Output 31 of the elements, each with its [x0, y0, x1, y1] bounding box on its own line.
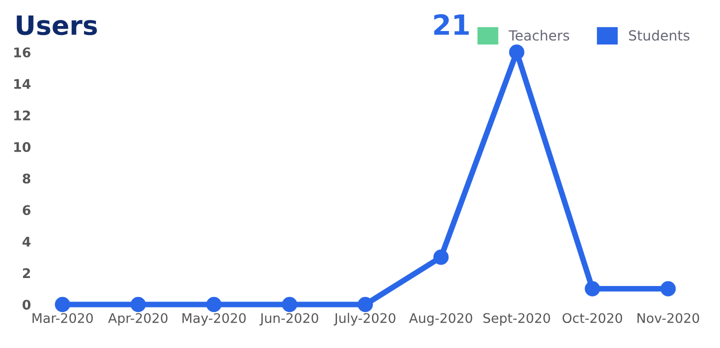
point [206, 296, 222, 312]
y-tick-label: 2 [23, 268, 30, 278]
point [358, 296, 373, 312]
legend-label: Teachers [508, 30, 570, 41]
y-tick-label: 10 [14, 142, 31, 152]
legend-label: Students [629, 30, 690, 41]
x-tick-label: Sept-2020 [483, 313, 550, 326]
point [54, 296, 70, 312]
point [130, 296, 146, 312]
point [660, 281, 676, 296]
point [433, 250, 449, 265]
x-tick-label: July-2020 [334, 312, 396, 326]
chart-title: Users [16, 16, 97, 36]
x-tick-label: Oct-2020 [562, 313, 622, 324]
x-tick-label: May-2020 [182, 313, 246, 326]
y-tick-label: 0 [22, 300, 31, 310]
text: 21 [434, 14, 469, 35]
x-tick-label: Mar-2020 [32, 313, 93, 324]
y-tick-label: 6 [22, 205, 30, 216]
y-tick-label: 4 [22, 236, 31, 246]
point [509, 44, 524, 60]
x-tick-label: Apr-2020 [108, 313, 168, 326]
point [282, 296, 298, 312]
x-tick-label: Nov-2020 [638, 313, 700, 324]
y-tick-label: 12 [14, 110, 30, 120]
y-tick-label: 16 [14, 47, 30, 58]
point [584, 281, 600, 296]
x-tick-label: Jun-2020 [259, 313, 318, 326]
x-tick-label: Aug-2020 [409, 313, 472, 326]
y-tick-label: 14 [14, 79, 31, 89]
y-tick-label: 8 [22, 174, 30, 184]
